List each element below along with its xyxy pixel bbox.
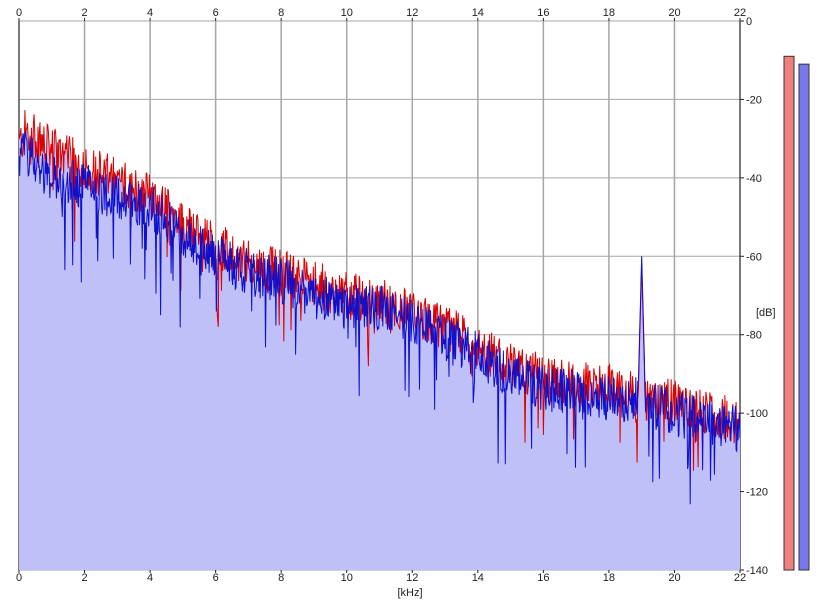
x-tick-label-top: 8 <box>278 7 284 19</box>
x-tick-label-top: 2 <box>81 7 87 19</box>
x-tick-label-top: 22 <box>734 7 746 19</box>
x-tick-label-top: 20 <box>668 7 680 19</box>
x-tick-label-bottom: 12 <box>406 572 418 584</box>
x-tick-label-bottom: 20 <box>668 572 680 584</box>
x-tick-label-bottom: 18 <box>603 572 615 584</box>
y-tick-label: -20 <box>746 94 762 106</box>
x-axis-label: [kHz] <box>397 587 422 599</box>
x-tick-label-bottom: 4 <box>147 572 153 584</box>
x-tick-label-top: 16 <box>537 7 549 19</box>
y-tick-label: -140 <box>746 565 768 577</box>
x-tick-label-top: 6 <box>213 7 219 19</box>
x-tick-label-bottom: 14 <box>472 572 484 584</box>
series-line-blue <box>18 131 741 505</box>
x-tick-label-bottom: 10 <box>341 572 353 584</box>
y-tick-label: 0 <box>746 16 752 28</box>
level-meter-left <box>783 55 795 571</box>
y-axis-label: [dB] <box>756 307 776 319</box>
x-tick-label-top: 4 <box>147 7 153 19</box>
y-tick-label: -80 <box>746 330 762 342</box>
x-tick-label-bottom: 6 <box>213 572 219 584</box>
ticks: 002244668810101212141416161818202022220-… <box>16 7 768 584</box>
y-tick-label: -40 <box>746 173 762 185</box>
x-tick-label-bottom: 8 <box>278 572 284 584</box>
level-meters <box>783 55 810 571</box>
spectrum-fill <box>19 110 740 570</box>
x-tick-label-top: 18 <box>603 7 615 19</box>
x-tick-label-top: 14 <box>472 7 484 19</box>
x-tick-label-top: 0 <box>16 7 22 19</box>
x-tick-label-top: 12 <box>406 7 418 19</box>
x-tick-label-bottom: 0 <box>16 572 22 584</box>
y-tick-label: -120 <box>746 487 768 499</box>
x-tick-label-bottom: 2 <box>81 572 87 584</box>
level-meter-right <box>798 63 810 571</box>
x-tick-label-top: 10 <box>341 7 353 19</box>
x-tick-label-bottom: 22 <box>734 572 746 584</box>
y-tick-label: -100 <box>746 408 768 420</box>
x-tick-label-bottom: 16 <box>537 572 549 584</box>
y-tick-label: -60 <box>746 251 762 263</box>
